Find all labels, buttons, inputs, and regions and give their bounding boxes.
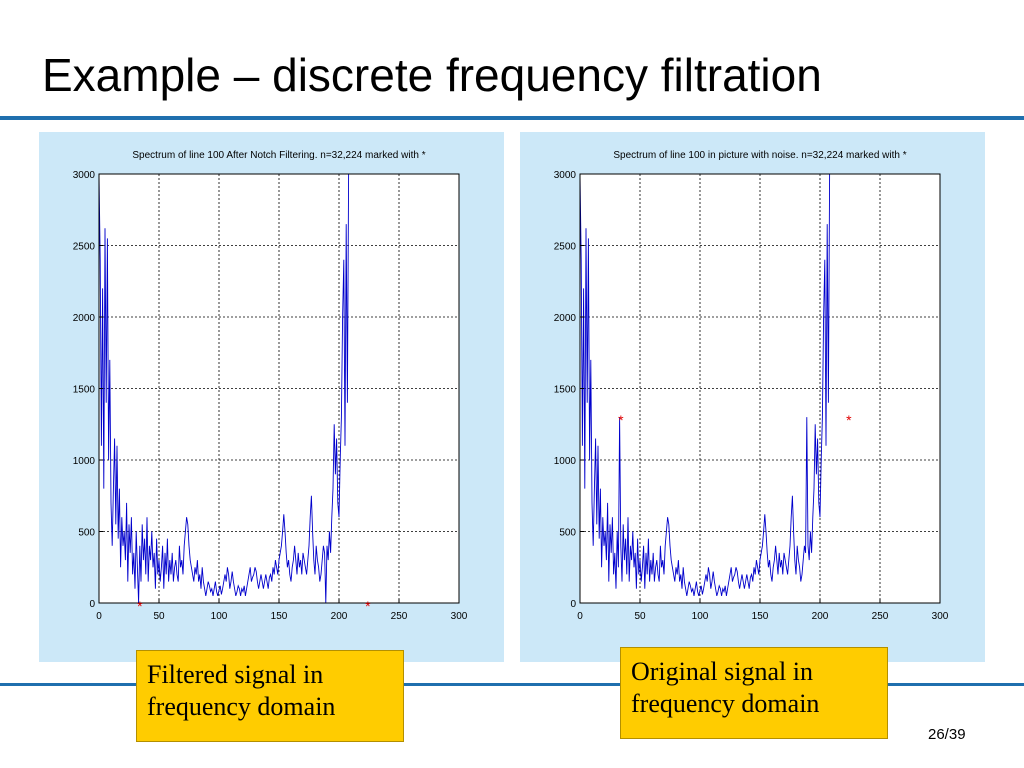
original-ytick-label-500: 500 xyxy=(559,528,576,539)
original-xtick-label-50: 50 xyxy=(634,611,646,622)
filtered-xtick-label-200: 200 xyxy=(331,611,348,622)
filtered-signal-caption: Filtered signal in frequency domain xyxy=(136,650,404,742)
original-chart-title: Spectrum of line 100 in picture with noi… xyxy=(613,150,906,161)
filtered-xtick-label-100: 100 xyxy=(211,611,228,622)
original-ytick-label-2500: 2500 xyxy=(554,242,577,253)
original-caption-line-2: frequency domain xyxy=(631,689,820,718)
filtered-ytick-label-1000: 1000 xyxy=(73,456,96,467)
filtered-caption-line-1: Filtered signal in xyxy=(147,660,324,689)
filtered-xtick-label-50: 50 xyxy=(153,611,165,622)
original-spectrum-chart: 0 50 100 150 200 250 3000500100015002000250030… xyxy=(554,150,949,622)
original-ytick-label-3000: 3000 xyxy=(554,170,577,181)
filtered-marker-0: * xyxy=(137,598,143,614)
filtered-xtick-label-150: 150 xyxy=(271,611,288,622)
original-xtick-label-200: 200 xyxy=(812,611,829,622)
original-ytick-label-0: 0 xyxy=(570,599,576,610)
original-ytick-label-1000: 1000 xyxy=(554,456,577,467)
filtered-chart-title: Spectrum of line 100 After Notch Filteri… xyxy=(132,150,425,161)
filtered-xtick-label-0: 0 xyxy=(96,611,102,622)
filtered-xtick-label-300: 300 xyxy=(451,611,468,622)
filtered-ytick-label-3000: 3000 xyxy=(73,170,96,181)
page-number: 26/39 xyxy=(928,726,966,743)
original-ytick-label-1500: 1500 xyxy=(554,385,577,396)
original-xtick-label-250: 250 xyxy=(872,611,889,622)
original-spectrum-panel: 0 50 100 150 200 250 300 0 500 1000 1500 2000 2500 30… xyxy=(520,132,985,662)
original-xtick-label-0: 0 xyxy=(577,611,583,622)
original-marker-0: * xyxy=(618,412,624,428)
title-divider xyxy=(0,116,1024,120)
original-xtick-label-150: 150 xyxy=(752,611,769,622)
filtered-ytick-label-1500: 1500 xyxy=(73,385,96,396)
original-series-line xyxy=(580,174,834,597)
filtered-ytick-label-0: 0 xyxy=(89,599,95,610)
original-xtick-label-300: 300 xyxy=(932,611,949,622)
original-xtick-label-100: 100 xyxy=(692,611,709,622)
filtered-ytick-label-2500: 2500 xyxy=(73,242,96,253)
original-caption-line-1: Original signal in xyxy=(631,657,813,686)
filtered-ytick-label-500: 500 xyxy=(78,528,95,539)
slide-title: Example – discrete frequency filtration xyxy=(42,49,822,101)
filtered-marker-1: * xyxy=(365,598,371,614)
original-signal-caption: Original signal in frequency domain xyxy=(620,647,888,739)
filtered-caption-line-2: frequency domain xyxy=(147,692,336,721)
filtered-xtick-label-250: 250 xyxy=(391,611,408,622)
filtered-ytick-label-2000: 2000 xyxy=(73,313,96,324)
filtered-series-line xyxy=(99,174,353,603)
footer-divider xyxy=(0,683,1024,686)
filtered-spectrum-panel: 0 50 100 150 200 250 300 0 500 1000 1500 2000 2500 30… xyxy=(39,132,504,662)
original-ytick-label-2000: 2000 xyxy=(554,313,577,324)
original-marker-1: * xyxy=(846,412,852,428)
filtered-spectrum-chart: 0 50 100 150 200 250 3000500100015002000250030… xyxy=(73,150,468,622)
